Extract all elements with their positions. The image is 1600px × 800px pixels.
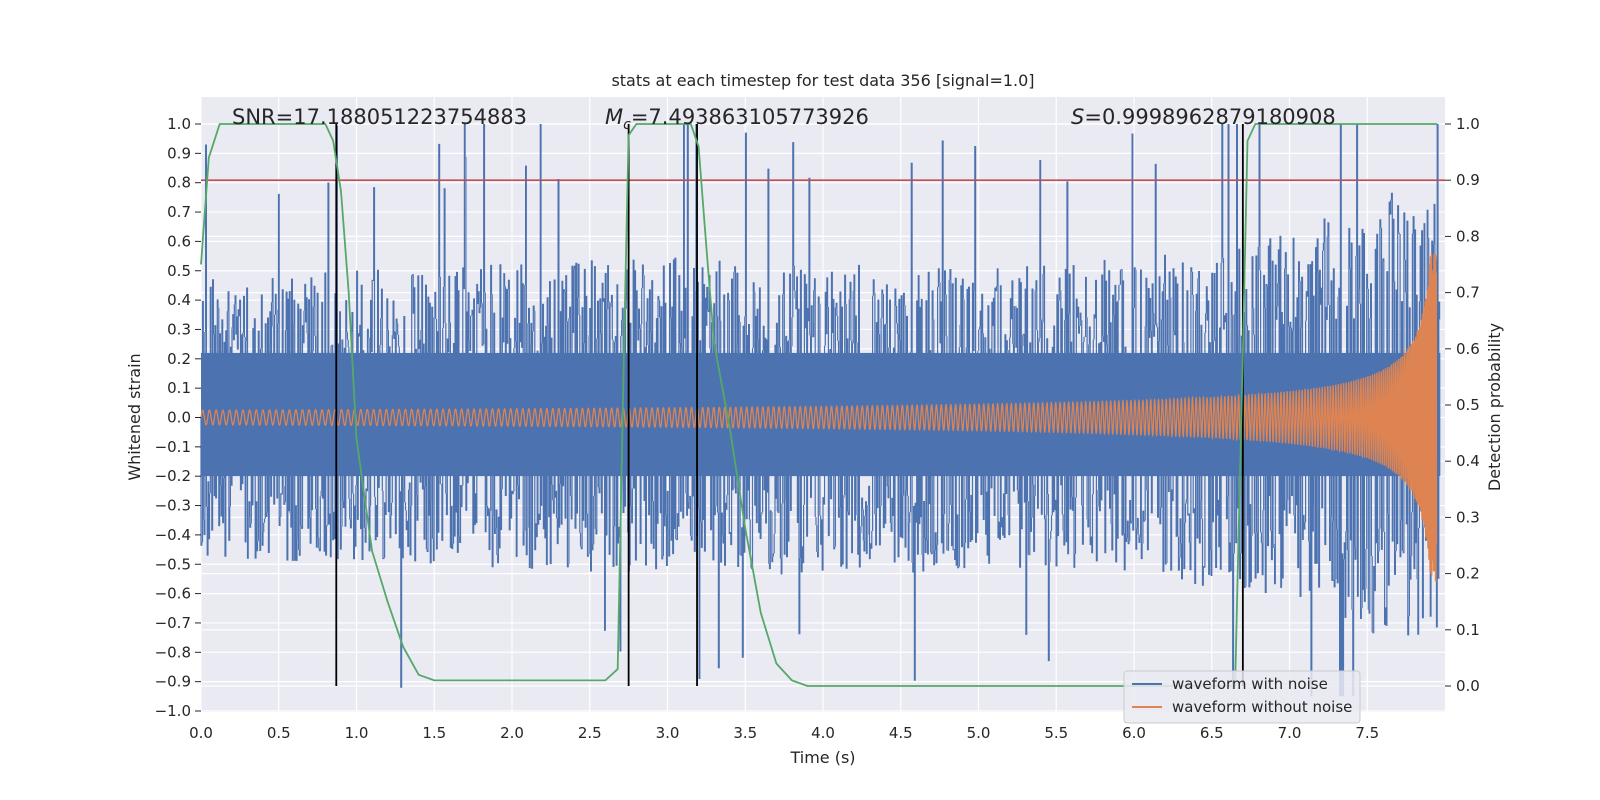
s-annotation: S=0.9998962879180908: [1071, 105, 1336, 129]
x-tick-label: 5.0: [967, 724, 991, 742]
right-tick-label: 0.2: [1456, 565, 1480, 583]
x-tick-label: 2.5: [578, 724, 602, 742]
right-tick-label: 0.7: [1456, 284, 1480, 302]
y-tick-label: 0.0: [167, 409, 191, 427]
s-symbol: S: [1071, 105, 1084, 129]
y-axis-ticks: 1.0 0.9 0.8 0.7 0.6 0.5 0.4 0.3 0.2 0.1 0.0 −0.1 −0.…: [155, 115, 201, 720]
right-tick-label: 0.3: [1456, 508, 1480, 526]
x-tick-label: 2.0: [500, 724, 524, 742]
y-tick-label: 0.9: [167, 144, 191, 162]
legend: waveform with noise waveform without noi…: [1123, 670, 1361, 724]
y-tick-label: 0.8: [167, 174, 191, 192]
x-tick-label: 5.5: [1044, 724, 1068, 742]
y-tick-label: 0.3: [167, 320, 191, 338]
x-tick-label: 0.0: [189, 724, 213, 742]
right-tick-label: 0.5: [1456, 396, 1480, 414]
y-tick-label: −0.9: [155, 673, 191, 691]
legend-label-noise: waveform with noise: [1172, 675, 1328, 693]
y-tick-label: 0.7: [167, 203, 191, 221]
event-markers: [335, 124, 1244, 686]
right-axis-ticks: 1.0 0.9 0.8 0.7 0.6 0.5 0.4 0.3 0.2 0.1 0.0: [1445, 115, 1480, 695]
y-tick-label: −0.6: [155, 585, 191, 603]
x-tick-label: 4.5: [889, 724, 913, 742]
x-tick-label: 3.5: [733, 724, 757, 742]
clean-trace: [200, 253, 1438, 582]
snr-annotation: SNR=17.188051223754883: [232, 105, 527, 129]
series-detection-probability: [200, 123, 1438, 687]
chirp-mass-symbol: M: [605, 105, 623, 129]
legend-box: [1123, 670, 1361, 724]
series-waveform-without-noise: [200, 253, 1438, 582]
right-tick-label: 0.9: [1456, 171, 1480, 189]
right-tick-label: 0.4: [1456, 452, 1480, 470]
y-tick-label: 0.1: [167, 379, 191, 397]
legend-label-clean: waveform without noise: [1172, 698, 1352, 716]
y-tick-label: 0.6: [167, 232, 191, 250]
x-axis-ticks: 0.0 0.5 1.0 1.5 2.0 2.5 3.0 3.5 4.0 4.5 5.0 5.5 6.0 6…: [189, 724, 1379, 742]
y-tick-label: −0.2: [155, 467, 191, 485]
x-tick-label: 6.0: [1122, 724, 1146, 742]
x-tick-label: 1.5: [422, 724, 446, 742]
x-tick-label: 0.5: [267, 724, 291, 742]
probability-line: [200, 123, 1438, 687]
right-axis-label: Detection probability: [1485, 323, 1504, 491]
x-tick-label: 4.0: [811, 724, 835, 742]
y-tick-label: −0.7: [155, 614, 191, 632]
y-tick-label: −0.3: [155, 497, 191, 515]
y-tick-label: 1.0: [167, 115, 191, 133]
y-tick-label: 0.4: [167, 291, 191, 309]
chirp-mass-annotation: Mc=7.493863105773926: [605, 105, 869, 133]
right-tick-label: 1.0: [1456, 115, 1480, 133]
y-tick-label: −0.1: [155, 438, 191, 456]
y-tick-label: 0.2: [167, 350, 191, 368]
right-tick-label: 0.6: [1456, 340, 1480, 358]
x-tick-label: 7.0: [1278, 724, 1302, 742]
y-tick-label: −1.0: [155, 702, 191, 720]
x-tick-label: 1.0: [345, 724, 369, 742]
y-tick-label: −0.4: [155, 526, 191, 544]
x-axis-label: Time (s): [789, 748, 855, 767]
y-tick-label: −0.8: [155, 643, 191, 661]
y-tick-label: 0.5: [167, 262, 191, 280]
y-axis-label: Whitened strain: [125, 353, 144, 480]
chart-title: stats at each timestep for test data 356…: [611, 71, 1034, 90]
right-tick-label: 0.0: [1456, 677, 1480, 695]
chirp-mass-subscript: c: [623, 117, 631, 133]
x-tick-label: 3.0: [656, 724, 680, 742]
chirp-mass-value: =7.493863105773926: [631, 105, 869, 129]
right-tick-label: 0.8: [1456, 227, 1480, 245]
x-tick-label: 6.5: [1200, 724, 1224, 742]
y-tick-label: −0.5: [155, 555, 191, 573]
s-value: =0.9998962879180908: [1084, 105, 1335, 129]
right-tick-label: 0.1: [1456, 621, 1480, 639]
x-tick-label: 7.5: [1355, 724, 1379, 742]
